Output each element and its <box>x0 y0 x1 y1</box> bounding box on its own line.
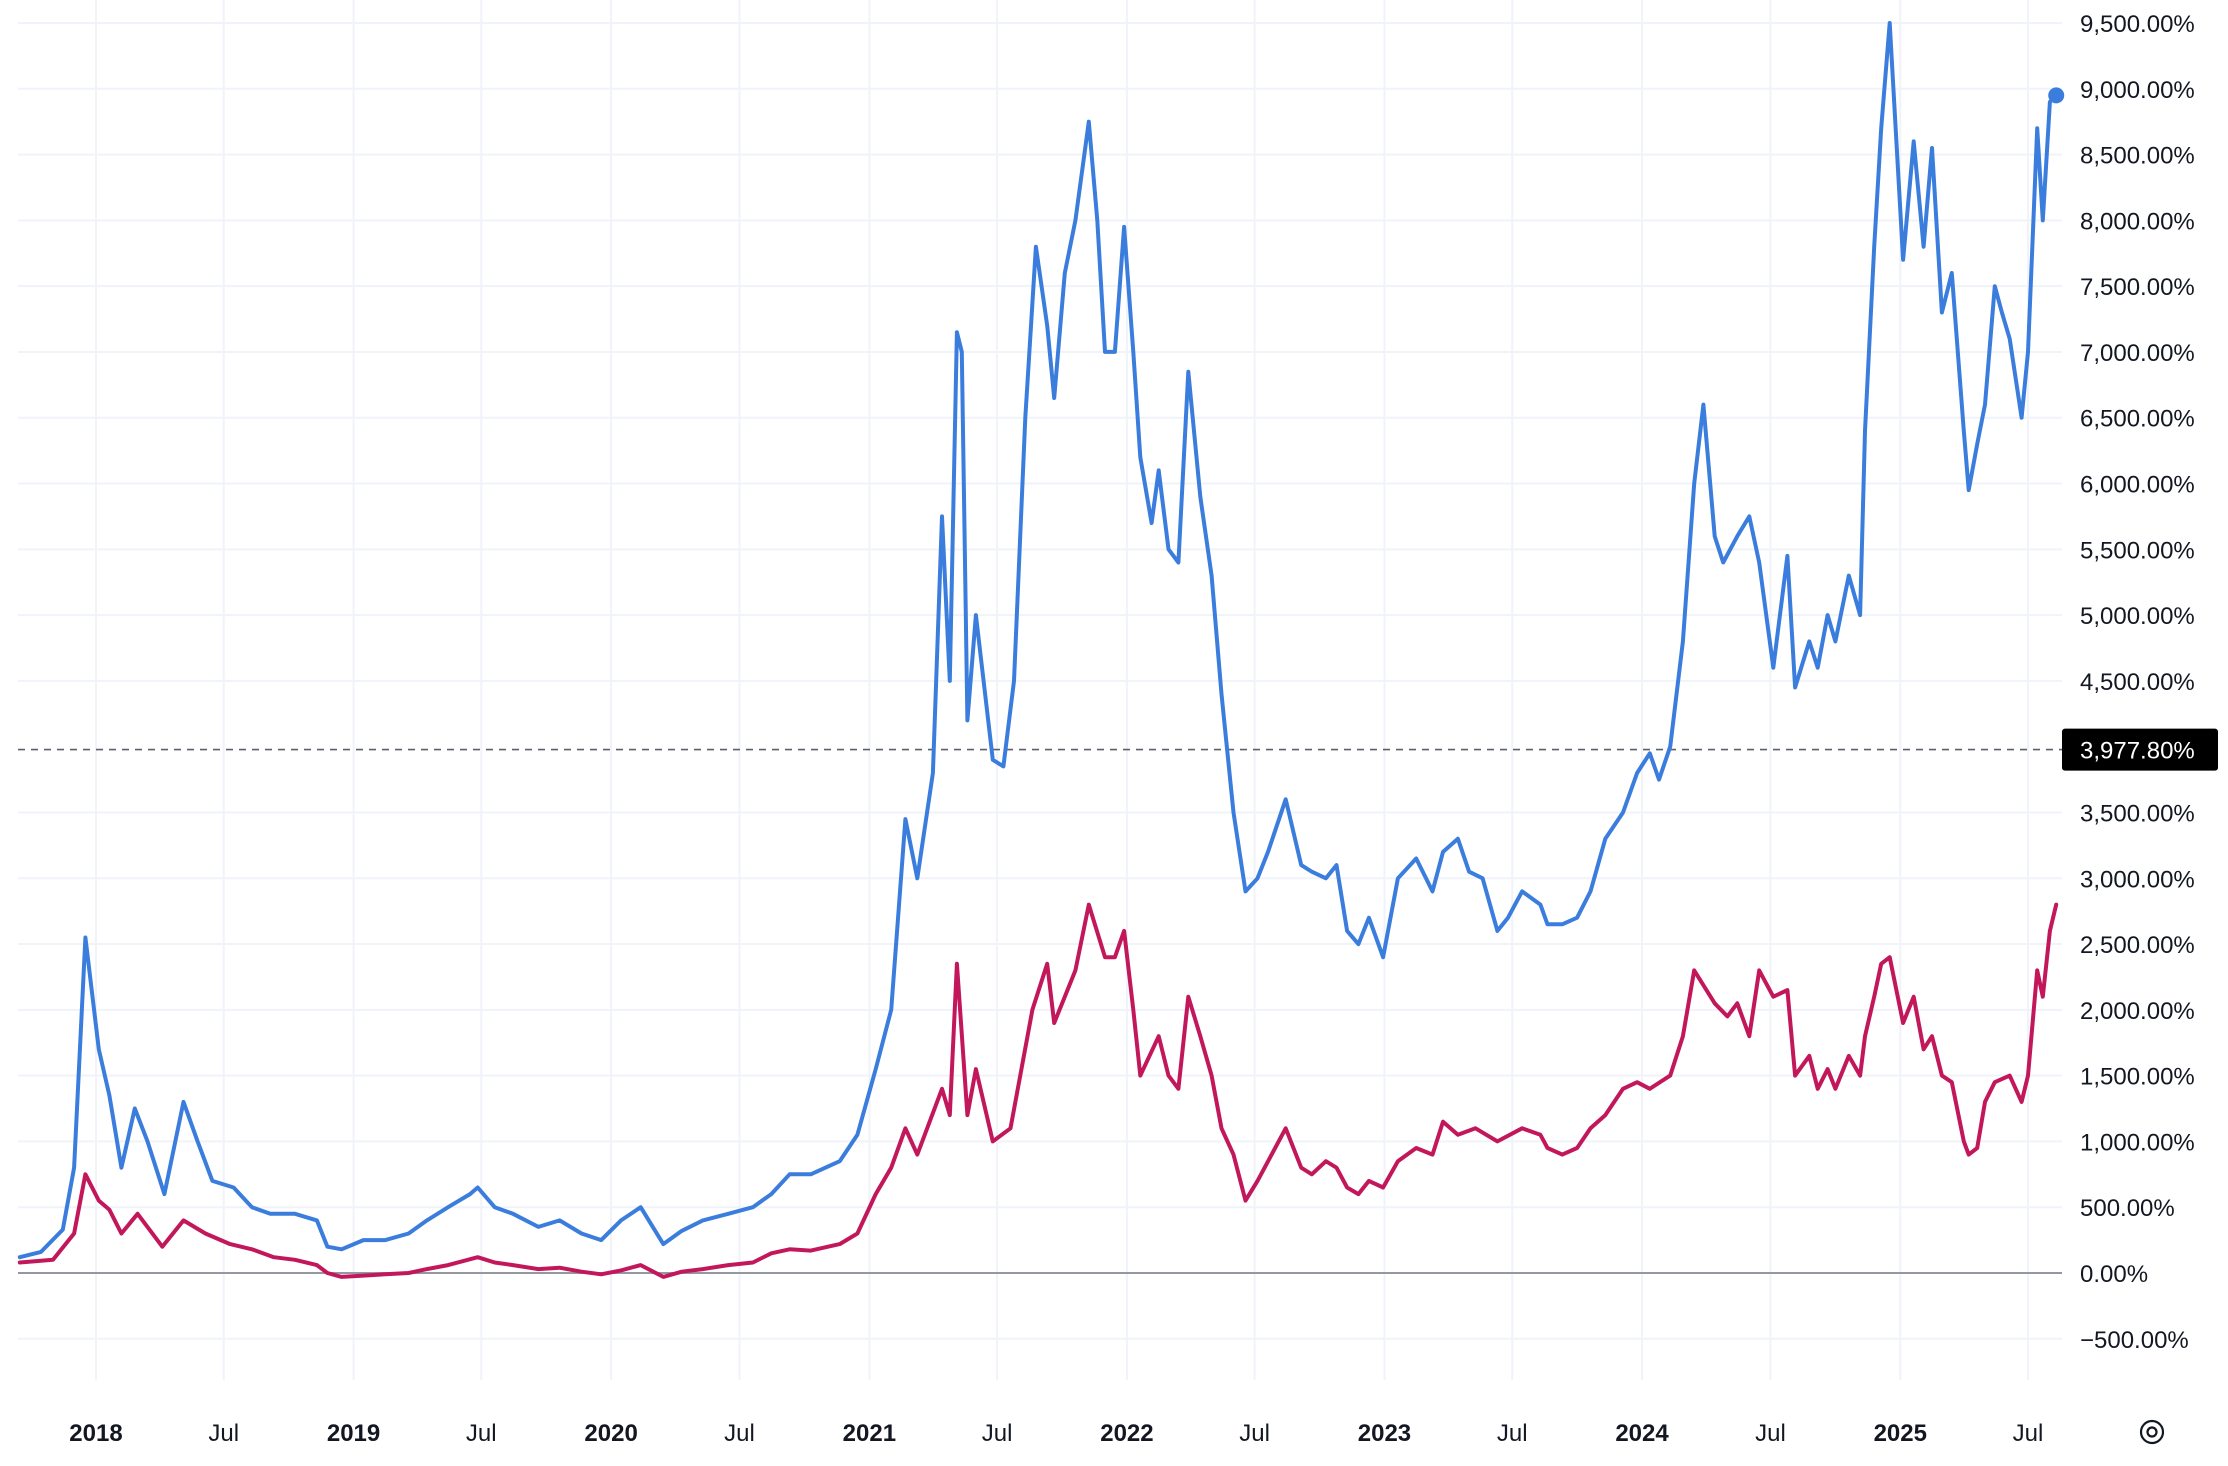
x-tick-label: 2020 <box>584 1420 637 1447</box>
y-tick-label: 1,000.00% <box>2080 1129 2195 1156</box>
x-tick-label: Jul <box>2013 1420 2044 1447</box>
y-tick-label: 0.00% <box>2080 1261 2148 1288</box>
reference-badge-box <box>2062 728 2218 771</box>
x-tick-label: 2018 <box>69 1420 122 1447</box>
x-tick-label: Jul <box>208 1420 239 1447</box>
y-tick-label: 4,500.00% <box>2080 669 2195 696</box>
y-tick-label: 2,000.00% <box>2080 998 2195 1025</box>
gear-icon[interactable] <box>2139 1419 2165 1445</box>
y-tick-label: 7,500.00% <box>2080 274 2195 301</box>
y-tick-label: 8,000.00% <box>2080 208 2195 235</box>
y-tick-label: 1,500.00% <box>2080 1064 2195 1091</box>
reference-badge-label: 3,977.80% <box>2080 738 2195 765</box>
x-tick-label: Jul <box>982 1420 1013 1447</box>
x-tick-label: 2025 <box>1874 1420 1927 1447</box>
y-tick-label: 6,000.00% <box>2080 472 2195 499</box>
y-axis: 9,500.00% 9,000.00% 8,500.00% 8,000.00% 7,50… <box>2080 11 2195 1354</box>
series-line-2 <box>17 902 2059 1279</box>
x-tick-label: Jul <box>1755 1420 1786 1447</box>
series-group <box>17 21 2065 1279</box>
reference-badge: 3,977.80% <box>2062 728 2218 771</box>
y-tick-label: 5,500.00% <box>2080 537 2195 564</box>
x-tick-label: Jul <box>466 1420 497 1447</box>
y-tick-label: 8,500.00% <box>2080 143 2195 170</box>
y-tick-label: 9,000.00% <box>2080 77 2195 104</box>
x-tick-label: 2023 <box>1358 1420 1411 1447</box>
y-tick-label: −500.00% <box>2080 1327 2189 1354</box>
gridlines <box>18 0 2062 1380</box>
x-tick-label: Jul <box>1497 1420 1528 1447</box>
x-tick-label: 2022 <box>1100 1420 1153 1447</box>
x-tick-label: Jul <box>724 1420 755 1447</box>
series-line-1 <box>17 21 2059 1260</box>
x-tick-label: 2024 <box>1615 1420 1669 1447</box>
x-tick-label: 2019 <box>327 1420 380 1447</box>
y-tick-label: 3,000.00% <box>2080 866 2195 893</box>
y-tick-label: 6,500.00% <box>2080 406 2195 433</box>
x-tick-label: Jul <box>1239 1420 1270 1447</box>
y-tick-label: 3,500.00% <box>2080 800 2195 827</box>
series-end-marker <box>2048 87 2065 104</box>
x-axis: 2018 Jul 2019 Jul 2020 Jul 2021 Jul 2022 Jul 2023 J… <box>69 1420 2043 1447</box>
x-tick-label: 2021 <box>843 1420 896 1447</box>
y-tick-label: 7,000.00% <box>2080 340 2195 367</box>
y-tick-label: 2,500.00% <box>2080 932 2195 959</box>
y-tick-label: 500.00% <box>2080 1195 2175 1222</box>
y-tick-label: 5,000.00% <box>2080 603 2195 630</box>
y-tick-label: 9,500.00% <box>2080 11 2195 38</box>
